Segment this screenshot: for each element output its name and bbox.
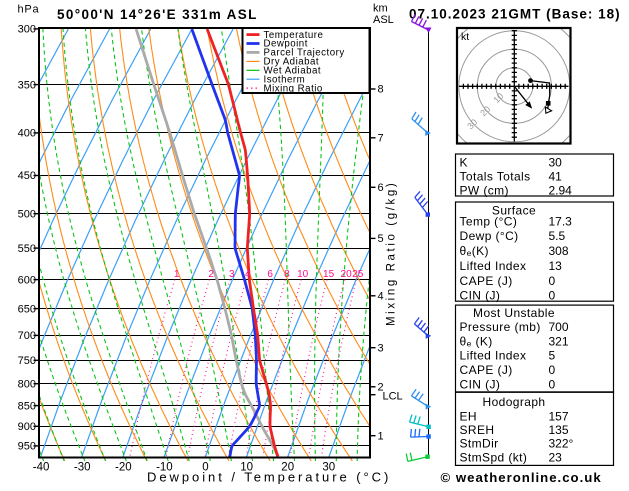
svg-text:-20: -20 — [115, 462, 132, 474]
svg-text:800: 800 — [18, 378, 36, 390]
svg-text:4: 4 — [378, 291, 384, 303]
svg-text:CAPE (J): CAPE (J) — [460, 363, 513, 377]
svg-text:© weatheronline.co.uk: © weatheronline.co.uk — [441, 470, 602, 485]
svg-text:0: 0 — [549, 274, 556, 288]
svg-text:SREH: SREH — [460, 423, 495, 437]
svg-text:700: 700 — [549, 320, 569, 334]
svg-text:322°: 322° — [549, 437, 574, 451]
svg-text:5: 5 — [378, 233, 384, 245]
svg-text:20: 20 — [341, 269, 353, 280]
svg-text:0: 0 — [549, 289, 556, 303]
svg-text:θe (K): θe (K) — [460, 334, 493, 348]
svg-text:135: 135 — [549, 423, 569, 437]
svg-text:Dewpoint: Dewpoint — [264, 39, 308, 50]
svg-text:Pressure (mb): Pressure (mb) — [460, 320, 541, 334]
svg-text:3: 3 — [378, 342, 384, 354]
svg-text:hPa: hPa — [18, 4, 40, 16]
svg-text:-40: -40 — [33, 462, 50, 474]
svg-text:23: 23 — [549, 451, 563, 465]
svg-text:EH: EH — [460, 409, 477, 423]
svg-text:8: 8 — [284, 269, 290, 280]
svg-text:41: 41 — [549, 169, 563, 183]
svg-text:kt: kt — [461, 31, 469, 43]
svg-text:15: 15 — [323, 269, 335, 280]
svg-text:30: 30 — [322, 462, 335, 474]
svg-text:20: 20 — [281, 462, 294, 474]
svg-text:km: km — [373, 3, 388, 15]
svg-text:-30: -30 — [74, 462, 91, 474]
svg-text:Isotherm: Isotherm — [264, 74, 306, 85]
svg-text:Mixing Ratio: Mixing Ratio — [264, 83, 323, 94]
svg-text:700: 700 — [18, 330, 36, 342]
svg-text:0: 0 — [549, 363, 556, 377]
svg-text:ASL: ASL — [373, 14, 394, 26]
svg-text:CIN (J): CIN (J) — [460, 378, 501, 392]
svg-text:308: 308 — [549, 244, 569, 258]
svg-text:6: 6 — [267, 269, 273, 280]
svg-text:Dry Adiabat: Dry Adiabat — [264, 57, 320, 68]
svg-text:350: 350 — [18, 79, 36, 91]
svg-text:3: 3 — [229, 269, 235, 280]
svg-text:650: 650 — [18, 303, 36, 315]
svg-text:StmDir: StmDir — [460, 437, 499, 451]
svg-text:750: 750 — [18, 355, 36, 367]
svg-text:2.94: 2.94 — [549, 183, 573, 197]
svg-text:Most Unstable: Most Unstable — [473, 306, 555, 320]
svg-text:LCL: LCL — [383, 391, 403, 403]
svg-text:7: 7 — [378, 133, 384, 145]
svg-text:550: 550 — [18, 243, 36, 255]
svg-text:4: 4 — [245, 269, 251, 280]
svg-text:Dewpoint / Temperature (°C): Dewpoint / Temperature (°C) — [147, 470, 391, 485]
svg-text:450: 450 — [18, 170, 36, 182]
svg-text:CAPE (J): CAPE (J) — [460, 274, 513, 288]
svg-text:StmSpd (kt): StmSpd (kt) — [460, 451, 528, 465]
svg-text:850: 850 — [18, 400, 36, 412]
svg-text:2: 2 — [378, 382, 384, 394]
svg-text:10: 10 — [297, 269, 309, 280]
svg-text:600: 600 — [18, 274, 36, 286]
svg-text:13: 13 — [549, 259, 563, 273]
svg-text:157: 157 — [549, 409, 569, 423]
svg-text:θe(K): θe(K) — [460, 244, 489, 258]
svg-text:Wet Adiabat: Wet Adiabat — [264, 66, 322, 77]
svg-text:Lifted Index: Lifted Index — [460, 259, 527, 273]
svg-text:950: 950 — [18, 441, 36, 453]
svg-text:6: 6 — [378, 182, 384, 194]
svg-text:0: 0 — [549, 378, 556, 392]
svg-text:17.3: 17.3 — [549, 215, 573, 229]
svg-text:10: 10 — [240, 462, 253, 474]
svg-text:900: 900 — [18, 421, 36, 433]
svg-text:Temp (°C): Temp (°C) — [460, 215, 518, 229]
svg-text:Hodograph: Hodograph — [483, 395, 546, 409]
svg-text:Mixing Ratio (g/kg): Mixing Ratio (g/kg) — [386, 181, 398, 326]
svg-text:Parcel Trajectory: Parcel Trajectory — [264, 48, 345, 59]
svg-text:Dewp (°C): Dewp (°C) — [460, 229, 519, 243]
svg-text:0: 0 — [202, 462, 208, 474]
svg-text:07.10.2023 21GMT (Base: 18): 07.10.2023 21GMT (Base: 18) — [409, 7, 621, 22]
svg-text:1: 1 — [378, 430, 384, 442]
svg-text:2: 2 — [208, 269, 214, 280]
svg-text:1: 1 — [174, 269, 180, 280]
svg-text:500: 500 — [18, 208, 36, 220]
svg-text:5: 5 — [549, 349, 556, 363]
svg-text:Surface: Surface — [492, 203, 536, 217]
svg-text:5.5: 5.5 — [549, 229, 566, 243]
svg-text:321: 321 — [549, 334, 569, 348]
svg-text:50°00'N 14°26'E 331m ASL: 50°00'N 14°26'E 331m ASL — [57, 7, 258, 22]
svg-text:10: 10 — [491, 91, 505, 105]
svg-text:400: 400 — [18, 128, 36, 140]
svg-text:30: 30 — [549, 155, 563, 169]
svg-text:K: K — [460, 155, 468, 169]
svg-text:-10: -10 — [156, 462, 173, 474]
svg-text:Lifted Index: Lifted Index — [460, 349, 527, 363]
svg-text:Totals Totals: Totals Totals — [460, 169, 531, 183]
svg-text:Temperature: Temperature — [264, 30, 324, 41]
svg-text:25: 25 — [352, 269, 364, 280]
svg-text:8: 8 — [378, 84, 384, 96]
svg-text:CIN (J): CIN (J) — [460, 289, 501, 303]
svg-text:300: 300 — [18, 24, 36, 36]
svg-text:PW (cm): PW (cm) — [460, 183, 509, 197]
